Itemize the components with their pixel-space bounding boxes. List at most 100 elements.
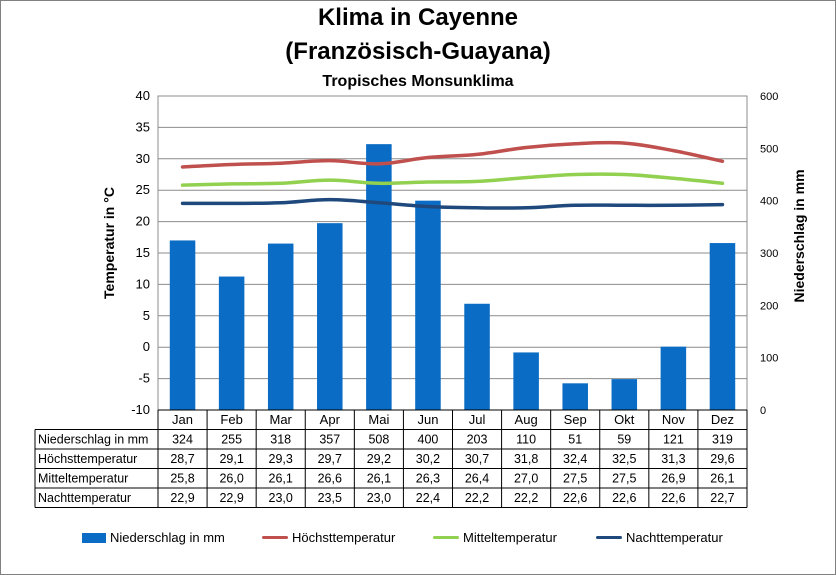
legend-item: Mitteltemperatur — [433, 530, 557, 545]
data-label: 22,7 — [710, 491, 734, 505]
x-tick-label: Jan — [172, 412, 193, 427]
y-tick-label: 30 — [136, 151, 150, 166]
y-tick-label: 40 — [136, 88, 150, 103]
x-tick-label: Okt — [614, 412, 635, 427]
x-tick-label: Jun — [417, 412, 438, 427]
data-label: 22,2 — [514, 491, 538, 505]
x-tick-label: Apr — [320, 412, 341, 427]
y2-axis-title: Niederschlag in mm — [791, 169, 807, 302]
legend-item: Niederschlag in mm — [82, 530, 225, 545]
data-label: 23,5 — [318, 491, 342, 505]
data-label: 51 — [568, 433, 582, 447]
series-line — [180, 172, 725, 187]
data-label: 29,7 — [318, 452, 342, 466]
legend-label: Mitteltemperatur — [463, 530, 557, 545]
y-tick-label: 15 — [136, 245, 150, 260]
data-label: 22,9 — [219, 491, 243, 505]
data-label: 32,4 — [563, 452, 587, 466]
data-label: 22,6 — [661, 491, 685, 505]
legend-label: Nachttemperatur — [626, 530, 723, 545]
data-label: 29,2 — [367, 452, 391, 466]
precip-bar — [660, 346, 687, 410]
precip-bar — [267, 243, 294, 410]
y-tick-label: 5 — [143, 308, 150, 323]
y-tick-label: -5 — [138, 371, 150, 386]
legend-item: Nachttemperatur — [596, 530, 723, 545]
table-row-label: Niederschlag in mm — [38, 433, 148, 447]
y-tick-label: 20 — [136, 214, 150, 229]
x-tick-label: Sep — [564, 412, 587, 427]
series-line — [180, 197, 725, 210]
data-label: 22,9 — [170, 491, 194, 505]
data-label: 26,1 — [367, 472, 391, 486]
x-tick-label: Aug — [515, 412, 538, 427]
data-label: 23,0 — [367, 491, 391, 505]
data-label: 508 — [368, 433, 389, 447]
data-label: 30,7 — [465, 452, 489, 466]
y2-tick-label: 0 — [760, 405, 766, 417]
legend-item: Höchsttemperatur — [262, 530, 395, 545]
data-label: 22,6 — [563, 491, 587, 505]
data-label: 27,5 — [563, 472, 587, 486]
table-row-label: Höchsttemperatur — [38, 452, 137, 466]
y2-tick-label: 500 — [760, 143, 778, 155]
precip-bar — [317, 223, 343, 410]
data-label: 32,5 — [612, 452, 636, 466]
y-tick-label: 0 — [143, 339, 150, 354]
data-label: 28,7 — [170, 452, 194, 466]
series-line — [180, 140, 725, 169]
y-tick-label: 25 — [136, 182, 150, 197]
chart-title: Klima in Cayenne — [317, 4, 519, 31]
data-label: 357 — [319, 433, 340, 447]
data-label: 26,9 — [661, 472, 685, 486]
precip-bar — [513, 352, 539, 410]
x-tick-label: Dez — [711, 412, 734, 427]
precip-bar — [169, 240, 196, 410]
chart-legend: Niederschlag in mm Höchsttemperatur Mittel… — [0, 530, 836, 550]
legend-line-swatch — [433, 536, 459, 539]
data-label: 31,8 — [514, 452, 538, 466]
data-label: 319 — [712, 433, 733, 447]
data-label: 26,4 — [465, 472, 489, 486]
chart-subtitle: Tropisches Monsunklima — [322, 73, 514, 90]
data-label: 26,1 — [710, 472, 734, 486]
legend-label: Niederschlag in mm — [110, 530, 225, 545]
y2-tick-label: 300 — [760, 248, 778, 260]
data-label: 26,1 — [269, 472, 293, 486]
data-label: 110 — [516, 433, 536, 447]
data-label: 26,6 — [318, 472, 342, 486]
data-label: 27,5 — [612, 472, 636, 486]
data-label: 31,3 — [661, 452, 685, 466]
y2-tick-label: 400 — [760, 196, 778, 208]
data-label: 324 — [172, 433, 193, 447]
table-row-label: Mitteltemperatur — [38, 472, 128, 486]
x-tick-label: Nov — [662, 412, 686, 427]
data-label: 26,3 — [416, 472, 440, 486]
y2-tick-label: 100 — [760, 353, 778, 365]
legend-label: Höchsttemperatur — [292, 530, 396, 545]
x-tick-label: Jul — [469, 412, 486, 427]
precip-bar — [709, 243, 736, 410]
data-label: 255 — [221, 433, 242, 447]
legend-line-swatch — [596, 536, 622, 539]
data-label: 22,4 — [416, 491, 440, 505]
x-tick-label: Feb — [220, 412, 242, 427]
y-tick-label: -10 — [131, 402, 150, 417]
data-label: 29,1 — [219, 452, 243, 466]
data-label: 400 — [418, 433, 439, 447]
y2-tick-label: 600 — [760, 91, 778, 103]
x-tick-label: Mai — [368, 412, 389, 427]
data-label: 27,0 — [514, 472, 538, 486]
data-label: 22,2 — [465, 491, 489, 505]
data-label: 25,8 — [170, 472, 194, 486]
table-row-label: Nachttemperatur — [38, 491, 131, 505]
precip-bar — [366, 144, 392, 410]
data-label: 23,0 — [269, 491, 293, 505]
legend-bar-swatch — [82, 532, 106, 543]
y2-tick-label: 200 — [760, 300, 778, 312]
data-label: 29,3 — [269, 452, 293, 466]
data-label: 29,6 — [710, 452, 734, 466]
data-label: 22,6 — [612, 491, 636, 505]
y-axis-title: Temperatur in °C — [101, 187, 117, 299]
